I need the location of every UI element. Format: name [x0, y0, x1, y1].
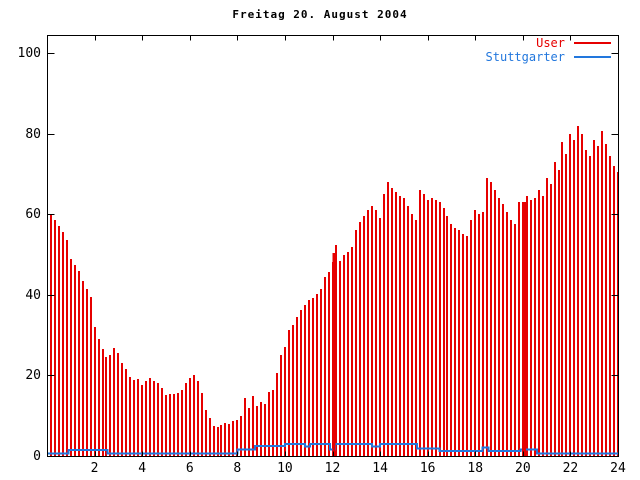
- x-tick-label-16: 16: [419, 461, 436, 476]
- x-tick-label-14: 14: [372, 461, 388, 476]
- x-tick-label-12: 12: [324, 461, 341, 476]
- x-tick-label-18: 18: [467, 461, 484, 476]
- y-tick-label-100: 100: [17, 46, 41, 62]
- y-tick-label-0: 0: [33, 449, 41, 464]
- legend-line-stuttgarter: [574, 56, 611, 58]
- legend-label-stuttgarter: Stuttgarter: [485, 50, 565, 64]
- y-tick-label-40: 40: [25, 287, 41, 303]
- y-tick-label-20: 20: [25, 368, 41, 384]
- x-tick-label-22: 22: [562, 461, 579, 476]
- x-tick-label-10: 10: [277, 461, 293, 476]
- x-tick-label-2: 2: [90, 461, 99, 476]
- user-series-highlight-bars: [332, 202, 526, 456]
- x-tick-label-20: 20: [515, 461, 531, 476]
- legend-label-user: User: [536, 36, 565, 50]
- chart-title: Freitag 20. August 2004: [232, 8, 408, 21]
- user-series-bars: [50, 126, 619, 456]
- x-tick-label-4: 4: [138, 461, 147, 476]
- plot-border: [47, 35, 619, 457]
- y-tick-label-60: 60: [25, 207, 41, 223]
- x-tick-label-8: 8: [233, 461, 242, 476]
- x-tick-label-24: 24: [610, 461, 626, 476]
- legend-line-user: [574, 42, 611, 44]
- x-tick-label-6: 6: [185, 461, 194, 476]
- y-tick-label-80: 80: [25, 126, 41, 142]
